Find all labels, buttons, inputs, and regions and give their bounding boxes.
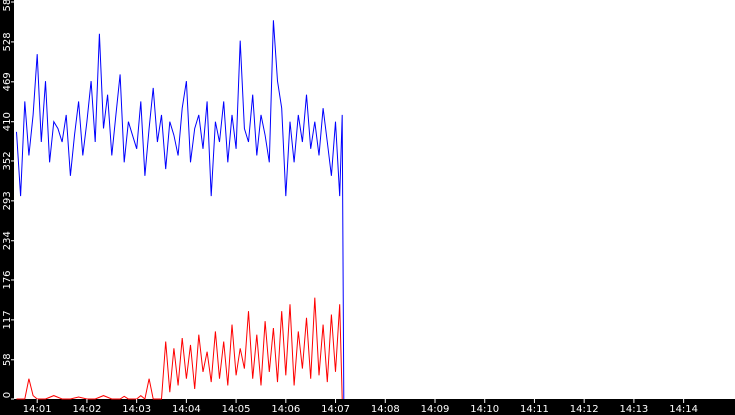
- y-tick-label: 469: [2, 72, 13, 91]
- x-axis-ticks: 14:01 14:02 14:03 14:04 14:05 14:06 14:07 14:08…: [23, 399, 698, 415]
- y-tick-label: 58: [2, 353, 13, 366]
- y-tick-label: 528: [2, 32, 13, 51]
- x-tick-label: 14:09: [421, 404, 450, 415]
- series-line-2: [16, 297, 343, 400]
- x-tick-label: 14:14: [669, 404, 698, 415]
- x-tick-label: 14:12: [570, 404, 599, 415]
- series-line-1: [16, 20, 345, 400]
- x-tick-label: 14:11: [520, 404, 549, 415]
- y-axis-band: [0, 0, 14, 415]
- x-tick-label: 14:04: [172, 404, 201, 415]
- plot-area: [16, 20, 345, 400]
- x-tick-label: 14:08: [371, 404, 400, 415]
- x-tick-label: 14:02: [73, 404, 102, 415]
- y-tick-label: 410: [2, 112, 13, 131]
- y-tick-label: 234: [2, 231, 13, 250]
- y-tick-label: 293: [2, 191, 13, 210]
- x-tick-label: 14:05: [222, 404, 251, 415]
- x-tick-label: 14:06: [271, 404, 300, 415]
- x-tick-label: 14:13: [619, 404, 648, 415]
- x-tick-label: 14:01: [23, 404, 52, 415]
- y-tick-label: 176: [2, 270, 13, 289]
- x-tick-label: 14:03: [122, 404, 151, 415]
- y-axis-ticks: 0 58 117 176 234 293 352 410 469 528 587: [2, 0, 14, 400]
- x-tick-label: 14:07: [321, 404, 350, 415]
- x-axis-band: [0, 399, 735, 415]
- y-tick-label: 352: [2, 151, 13, 170]
- y-tick-label: 117: [2, 310, 13, 329]
- y-tick-label: 0: [2, 392, 13, 398]
- x-tick-label: 14:10: [470, 404, 499, 415]
- y-tick-label: 587: [2, 0, 13, 12]
